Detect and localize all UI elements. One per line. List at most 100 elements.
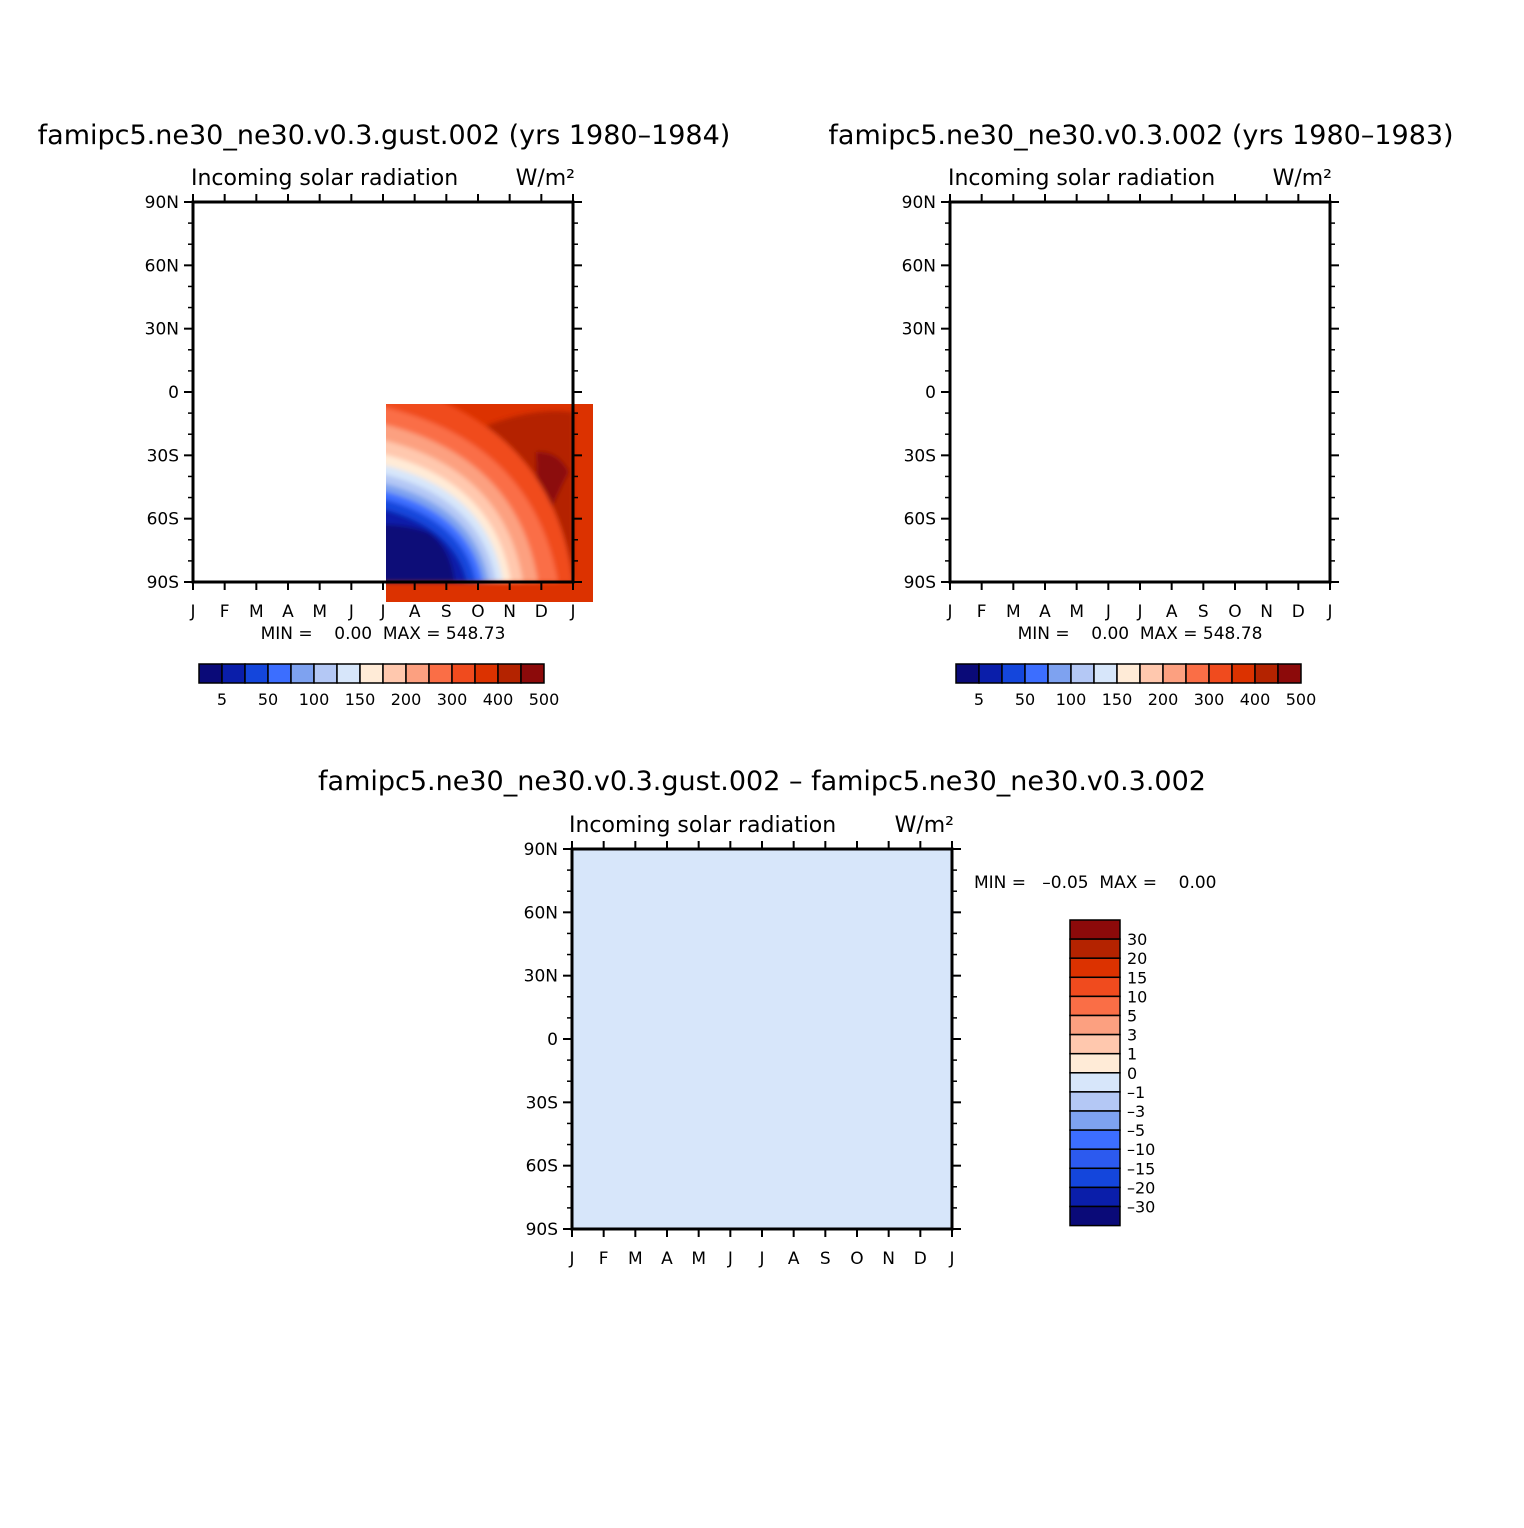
colorbar-label: 5 [217,690,227,709]
panel-1-units: W/m² [516,166,575,191]
sh-band [950,382,1330,582]
y-tick-label: 60S [904,510,936,530]
panel-1-subtitle: Incoming solar radiation [191,166,458,191]
colorbar-box [1162,663,1187,684]
colorbar-label: 20 [1127,949,1147,968]
nh-left-band [950,202,1042,310]
panel-2-field [930,182,1350,602]
x-tick-label: N [1260,602,1273,622]
colorbar-box [1069,1205,1121,1227]
colorbar-box [451,663,476,684]
y-tick-label: 60S [147,510,179,530]
panel-2-colorbar: 5 50 100 150 200 300 400 500 [955,663,1316,709]
colorbar-label: 1 [1127,1045,1137,1064]
colorbar-label: 500 [529,690,560,709]
x-tick-label: M [312,602,327,622]
x-tick-label: J [568,1249,574,1269]
colorbar-box [1208,663,1233,684]
x-tick-label: J [189,602,195,622]
nh-right-band [1226,202,1330,260]
sh-band [1015,483,1246,582]
x-tick-label: J [569,602,575,622]
colorbar-label: 200 [391,690,422,709]
field-base [930,182,1350,602]
x-tick-label: N [503,602,516,622]
colorbar-box [382,663,407,684]
panel-3-subtitle: Incoming solar radiation [569,813,836,838]
panel-1-field [193,202,593,602]
y-tick-label: 30S [147,446,179,466]
colorbar-label: 400 [1240,690,1271,709]
colorbar-box [198,663,223,684]
nh-right-band [439,202,573,312]
x-tick-label: S [820,1249,831,1269]
nh-right-band [463,202,573,270]
sh-band [1010,474,1253,582]
x-tick-label: O [1228,602,1241,622]
colorbar-label: 200 [1148,690,1179,709]
x-tick-label: D [1292,602,1305,622]
nh-right-band [425,202,573,337]
colorbar-label: 50 [1015,690,1035,709]
nh-right-band [1214,202,1330,280]
panel-1-stats: MIN = 0.00 MAX = 548.73 [261,624,506,644]
sh-band [386,524,455,582]
nh-left-band [193,202,285,310]
colorbar-box [1069,938,1121,959]
y-tick-label: 60N [524,903,558,923]
x-tick-label: M [628,1249,643,1269]
sh-band [988,440,1280,582]
colorbar-box [1069,919,1121,940]
nh-right-band [1182,202,1330,337]
panel-2-stats: MIN = 0.00 MAX = 548.78 [1018,624,1263,644]
x-tick-label: J [758,1249,764,1269]
x-tick-label: J [948,1249,954,1269]
nh-left-band [193,202,265,267]
colorbar-label: 5 [974,690,984,709]
panel-1-colorbar: 5 50 100 150 200 300 400 500 [198,663,560,709]
colorbar-box [1069,1052,1121,1074]
nh-left-band [950,202,1022,267]
nh-right-band [1175,202,1330,352]
nh-left-band [950,202,1055,337]
y-tick-label: 90N [524,840,558,860]
colorbar-box [520,663,545,684]
x-tick-label: O [850,1249,863,1269]
y-tick-label: 90N [145,193,179,213]
x-tick-label: D [535,602,548,622]
sh-band [1005,465,1260,582]
colorbar-label: –5 [1127,1121,1145,1140]
colorbar-label: 5 [1127,1007,1137,1026]
panel-2: famipc5.ne30_ne30.v0.3.002 (yrs 1980–198… [828,120,1453,709]
x-tick-label: A [788,1249,800,1269]
y-tick-label: 30N [902,320,936,340]
contour-450-w [193,412,235,512]
nh-left-band [950,202,1027,278]
colorbar-box [1069,1033,1121,1055]
y-tick-label: 60N [902,256,936,276]
nh-left-band [193,202,259,256]
nh-left-band [950,202,1048,322]
colorbar-box [1001,663,1026,684]
nh-right-band [445,202,573,300]
nh-right-band [1255,202,1330,238]
nh-left-band [950,202,1037,299]
sh-band [1034,509,1224,582]
x-tick-label: M [1069,602,1084,622]
x-tick-label: O [471,602,484,622]
nh-right-band [451,202,573,290]
nh-right-band [1196,202,1330,312]
contour-500-sp [1285,532,1330,582]
x-tick-label: M [1006,602,1021,622]
nh-right-band [418,202,573,352]
x-tick-label: J [379,602,385,622]
x-tick-label: J [348,602,354,622]
panel-3-stats: MIN = –0.05 MAX = 0.00 [974,873,1216,893]
y-tick-label: 30S [904,446,936,466]
colorbar-label: 400 [483,690,514,709]
x-tick-label: A [661,1249,673,1269]
colorbar-box [428,663,453,684]
